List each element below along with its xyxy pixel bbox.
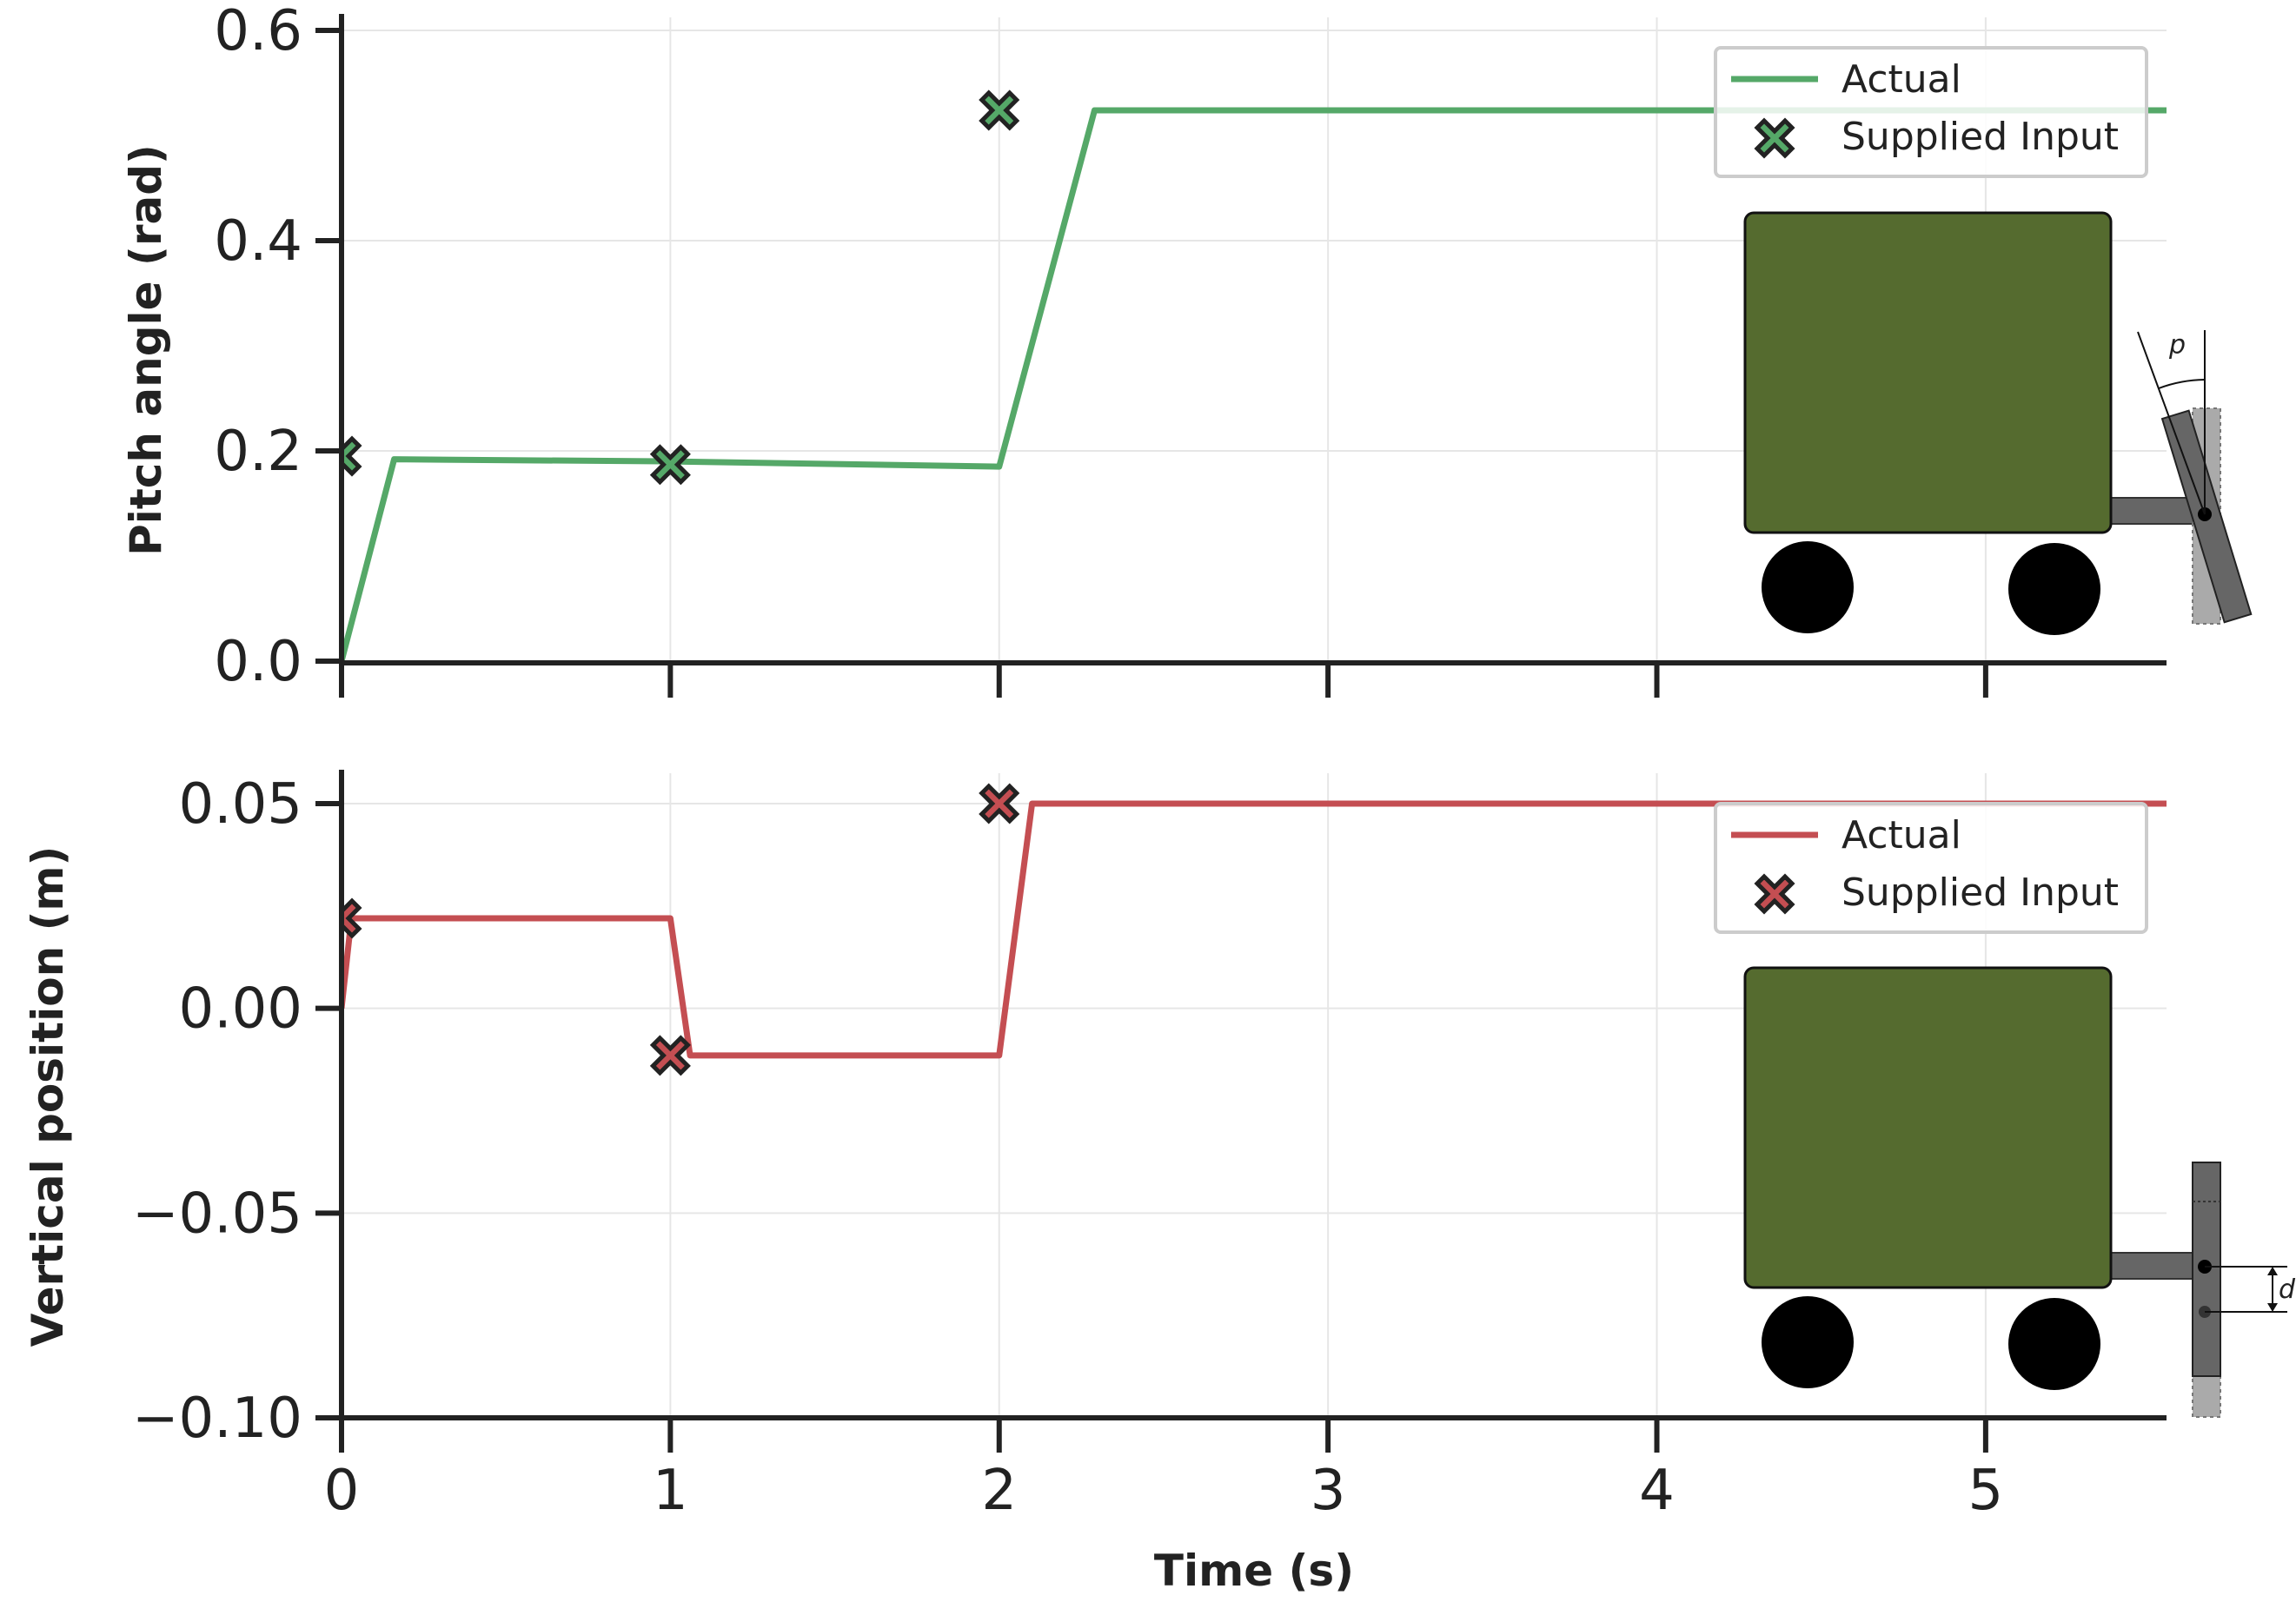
tilt-reference-line [2137, 331, 2206, 515]
arm-bar [2107, 1252, 2208, 1280]
legend-entry-actual: Actual [1841, 813, 1961, 857]
vertical-axes: 0 1 2 3 4 5 −0.10 −0.05 0.00 0.05 [132, 770, 2167, 1523]
offset-symbol-label: d [2279, 1274, 2296, 1305]
y-tick-label: 0.0 [214, 630, 302, 694]
pitch-supplied-input-marker [979, 89, 1020, 131]
vehicle-wheel-left [1762, 1296, 1854, 1388]
x-tick-label: 2 [981, 1459, 1017, 1523]
y-tick-label: 0.4 [214, 209, 302, 274]
offset-arrowhead-top [2267, 1267, 2278, 1275]
pitch-legend: Actual Supplied Input [1714, 46, 2148, 178]
vertical-vehicle-diagram: d [1743, 966, 2296, 1418]
vertical-panel: d 0 1 2 3 4 5 −0.10 −0.05 0.00 0.05 Vertical posi… [23, 770, 2296, 1596]
legend-entry-supplied-input: Supplied Input [1841, 115, 2119, 159]
x-tick-label: 3 [1311, 1459, 1346, 1523]
vertical-supplied-input-marker [649, 1035, 691, 1076]
y-tick-label: −0.05 [132, 1182, 302, 1246]
vertical-supplied-input-marker [979, 783, 1020, 824]
pitch-panel: p 0.0 0.2 0.4 0.6 Pitch angle (rad) Actual S… [121, 0, 2253, 698]
x-tick-label: 4 [1639, 1459, 1675, 1523]
vehicle-wheel-left [1762, 541, 1854, 633]
x-axis-label: Time (s) [1154, 1546, 1354, 1596]
y-tick-label: 0.05 [179, 772, 303, 837]
pitch-supplied-input-marker [649, 444, 691, 486]
pitch-angle-arc [2158, 379, 2206, 389]
vehicle-wheel-right [2008, 543, 2100, 635]
legend-marker-swatch [1754, 117, 1795, 159]
vertical-legend: Actual Supplied Input [1714, 802, 2148, 934]
offset-arrowhead-bottom [2267, 1303, 2278, 1312]
pitch-axes: 0.0 0.2 0.4 0.6 [214, 0, 2167, 698]
x-tick-label: 1 [653, 1459, 688, 1523]
legend-marker-swatch [1754, 873, 1795, 915]
vehicle-body [1743, 966, 2113, 1289]
legend-box [1714, 802, 2148, 934]
legend-entry-actual: Actual [1841, 57, 1961, 102]
y-tick-label: −0.10 [132, 1387, 302, 1451]
pitch-symbol-label: p [2168, 330, 2186, 361]
legend-box [1714, 46, 2148, 178]
y-tick-label: 0.00 [179, 977, 303, 1042]
shifted-plate [2192, 1162, 2221, 1377]
vertical-y-axis-label: Vertical position (m) [23, 846, 73, 1347]
x-tick-label: 5 [1968, 1459, 2004, 1523]
pitch-series [342, 89, 2167, 662]
legend-entry-supplied-input: Supplied Input [1841, 871, 2119, 915]
y-tick-label: 0.6 [214, 0, 302, 63]
pitch-supplied-input-marker [342, 435, 362, 477]
pitch-actual-line [342, 107, 2167, 662]
pitch-y-axis-label: Pitch angle (rad) [121, 144, 171, 556]
vehicle-wheel-right [2008, 1298, 2100, 1390]
y-tick-label: 0.2 [214, 420, 302, 484]
x-tick-label: 0 [324, 1459, 360, 1523]
vehicle-body [1743, 211, 2113, 534]
vertical-series [342, 783, 2167, 1076]
vertical-supplied-input-marker [342, 897, 362, 939]
pitch-vehicle-diagram: p [1743, 211, 2253, 635]
